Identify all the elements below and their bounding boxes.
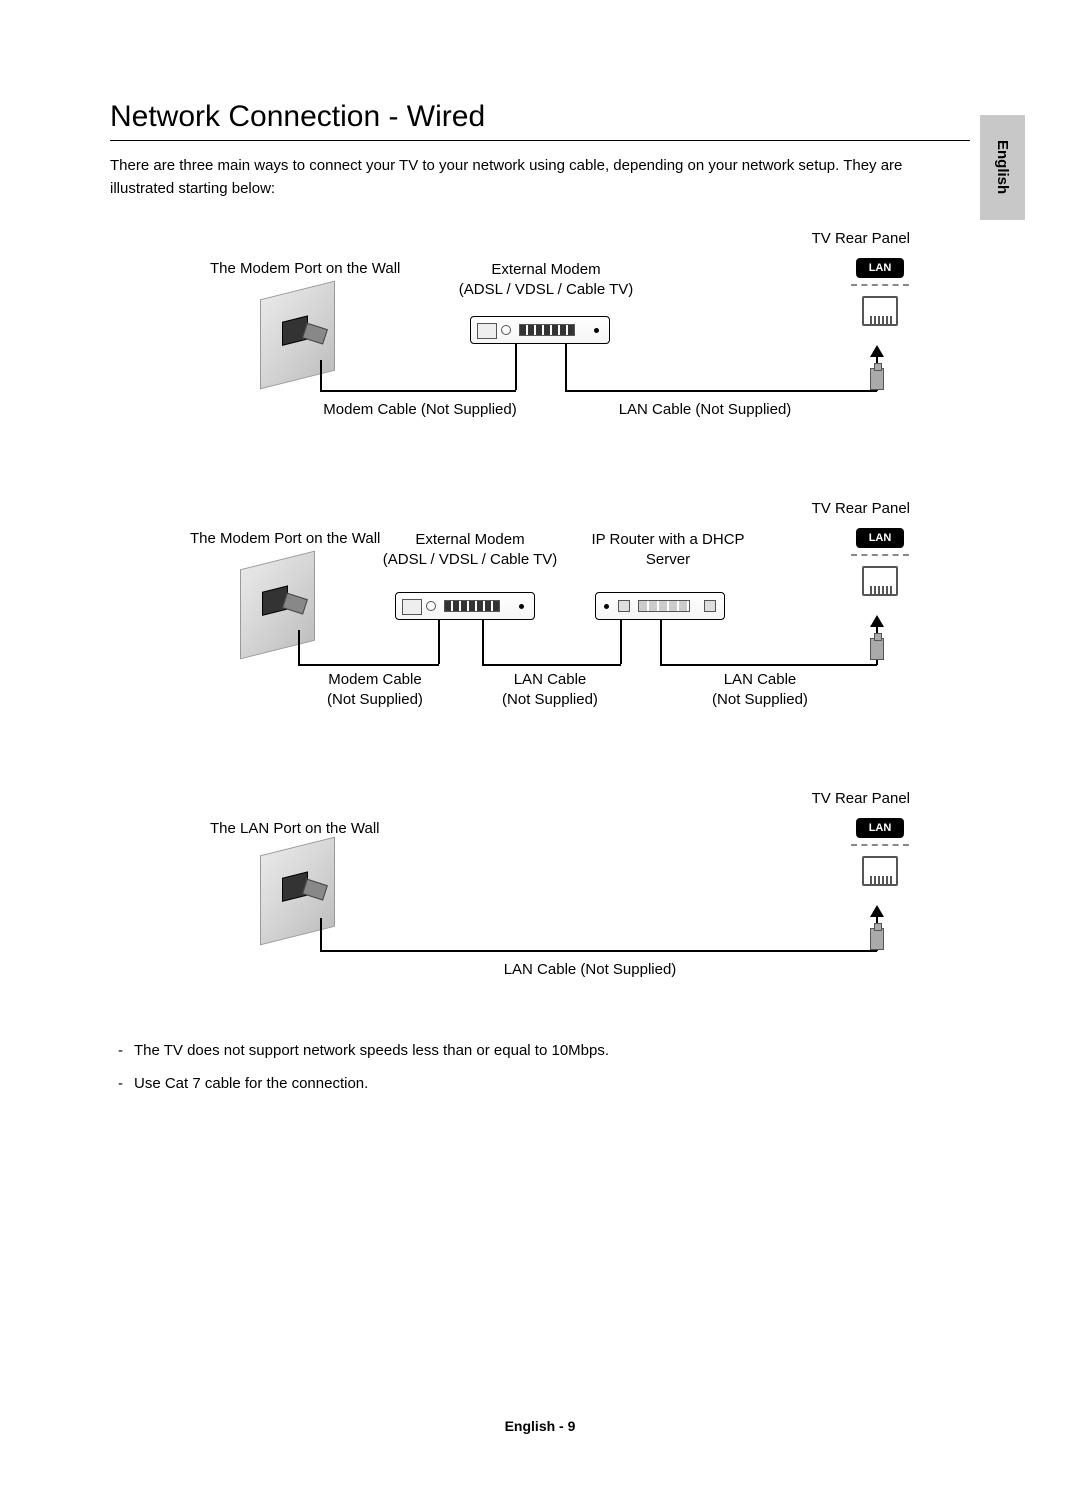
arrow-icon: [870, 615, 884, 627]
page-footer: English - 9: [0, 1418, 1080, 1434]
tv-rear-label: TV Rear Panel: [812, 500, 910, 517]
lan-badge: LAN: [856, 818, 904, 838]
wall-port-label: The LAN Port on the Wall: [210, 820, 380, 837]
page-title: Network Connection - Wired: [110, 100, 970, 141]
plug-icon: [870, 638, 884, 660]
wall-port-label: The Modem Port on the Wall: [190, 530, 380, 547]
language-tab: English: [980, 115, 1025, 220]
wall-port-icon: [260, 281, 335, 390]
tv-panel-icon: LAN: [845, 818, 915, 886]
modem-label: External Modem: [456, 260, 636, 280]
lan-badge: LAN: [856, 258, 904, 278]
plug-icon: [870, 368, 884, 390]
cable-label-modem: Modem Cable (Not Supplied): [315, 400, 525, 420]
diagram-1: TV Rear Panel The Modem Port on the Wall…: [160, 230, 920, 450]
router-label: IP Router with a DHCP: [578, 530, 758, 550]
intro-text: There are three main ways to connect you…: [110, 155, 970, 200]
router-icon: [595, 592, 725, 620]
note-item: Use Cat 7 cable for the connection.: [110, 1073, 970, 1096]
arrow-icon: [870, 345, 884, 357]
modem-sublabel: (ADSL / VDSL / Cable TV): [456, 280, 636, 300]
tv-panel-icon: LAN: [845, 528, 915, 596]
cable-label: LAN Cable: [700, 670, 820, 690]
modem-icon: [395, 592, 535, 620]
plug-icon: [870, 928, 884, 950]
diagram-2: TV Rear Panel The Modem Port on the Wall…: [160, 500, 920, 740]
language-tab-text: English: [994, 140, 1011, 194]
wall-port-icon: [240, 551, 315, 660]
lan-badge: LAN: [856, 528, 904, 548]
modem-label: External Modem: [380, 530, 560, 550]
note-item: The TV does not support network speeds l…: [110, 1040, 970, 1063]
cable-sublabel: (Not Supplied): [490, 690, 610, 710]
cable-label: LAN Cable: [490, 670, 610, 690]
modem-sublabel: (ADSL / VDSL / Cable TV): [380, 550, 560, 570]
arrow-icon: [870, 905, 884, 917]
notes-list: The TV does not support network speeds l…: [110, 1040, 970, 1095]
modem-icon: [470, 316, 610, 344]
router-sublabel: Server: [578, 550, 758, 570]
cable-label-lan: LAN Cable (Not Supplied): [480, 960, 700, 980]
diagram-3: TV Rear Panel The LAN Port on the Wall L…: [160, 790, 920, 990]
cable-label-lan: LAN Cable (Not Supplied): [595, 400, 815, 420]
cable-sublabel: (Not Supplied): [700, 690, 820, 710]
tv-panel-icon: LAN: [845, 258, 915, 326]
cable-label: Modem Cable: [315, 670, 435, 690]
wall-port-label: The Modem Port on the Wall: [210, 260, 400, 277]
tv-rear-label: TV Rear Panel: [812, 230, 910, 247]
wall-port-icon: [260, 837, 335, 946]
cable-sublabel: (Not Supplied): [315, 690, 435, 710]
tv-rear-label: TV Rear Panel: [812, 790, 910, 807]
